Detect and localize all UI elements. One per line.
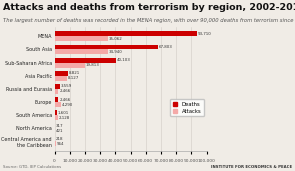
Bar [55, 97, 58, 102]
Bar [55, 76, 67, 81]
Text: The largest number of deaths was recorded in the MENA region, with over 90,000 d: The largest number of deaths was recorde… [3, 18, 295, 23]
Text: 8,127: 8,127 [68, 76, 79, 80]
Text: INSTITUTE FOR ECONOMICS & PEACE: INSTITUTE FOR ECONOMICS & PEACE [211, 165, 292, 169]
Text: 3,559: 3,559 [61, 84, 72, 88]
Text: 35,062: 35,062 [109, 37, 122, 41]
Text: 93,710: 93,710 [198, 32, 212, 36]
Bar [55, 110, 57, 115]
Text: 8,821: 8,821 [69, 71, 80, 75]
Bar [55, 31, 197, 36]
Bar [55, 71, 68, 76]
Text: 1,601: 1,601 [58, 111, 69, 115]
Text: 40,103: 40,103 [117, 58, 130, 62]
Text: 2,128: 2,128 [59, 116, 70, 120]
Bar [55, 141, 56, 147]
Bar [55, 115, 58, 120]
Bar [55, 102, 61, 107]
Bar [55, 63, 85, 68]
Text: 67,803: 67,803 [158, 45, 172, 49]
Legend: Deaths, Attacks: Deaths, Attacks [170, 99, 204, 116]
Text: 2,466: 2,466 [59, 98, 71, 102]
Text: 4,290: 4,290 [62, 103, 73, 107]
Text: Attacks and deaths from terrorism by region, 2002-2018: Attacks and deaths from terrorism by reg… [3, 3, 295, 12]
Text: 19,813: 19,813 [86, 63, 99, 67]
Bar [55, 44, 158, 49]
Bar [55, 49, 108, 55]
Text: 218: 218 [56, 137, 63, 141]
Text: 34,940: 34,940 [109, 50, 122, 54]
Text: 2,466: 2,466 [59, 89, 71, 93]
Text: 317: 317 [56, 124, 63, 128]
Bar [55, 89, 58, 94]
Bar [55, 84, 60, 89]
Text: Source: GTD, IEP Calculations: Source: GTD, IEP Calculations [3, 165, 61, 169]
Bar [55, 58, 116, 63]
Text: 964: 964 [57, 142, 64, 146]
Text: 421: 421 [56, 129, 64, 133]
Bar [55, 36, 108, 41]
